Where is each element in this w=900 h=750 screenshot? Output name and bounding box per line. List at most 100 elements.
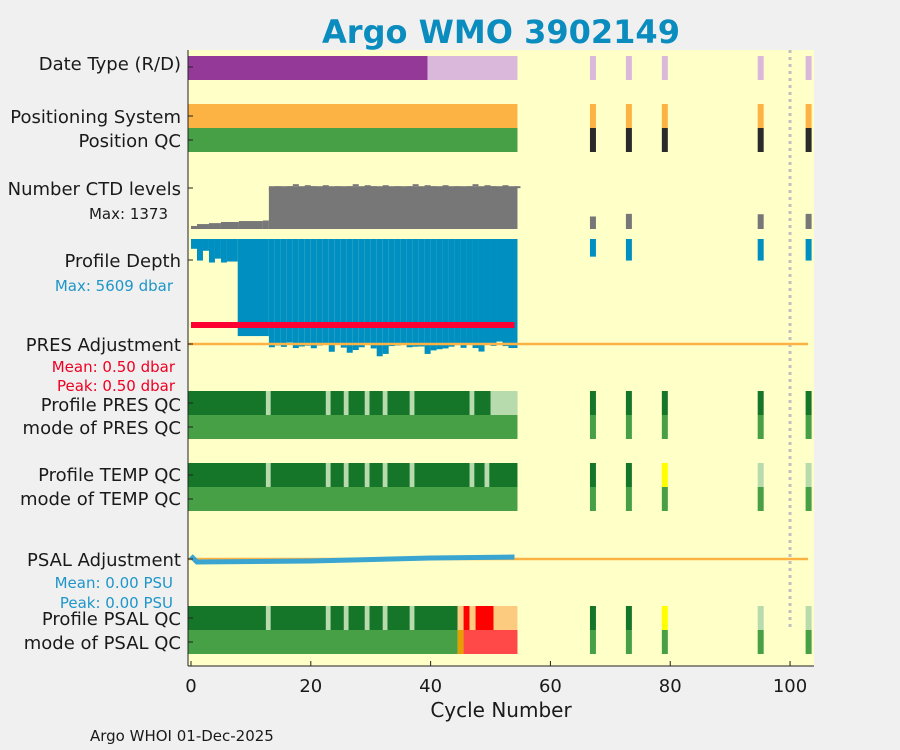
ctd-levels-cap bbox=[334, 186, 341, 189]
profile-depth-bar bbox=[340, 239, 347, 348]
row-label-mode-pres-qc: mode of PRES QC bbox=[23, 418, 181, 439]
ctd-levels-bar bbox=[262, 220, 269, 229]
profile-depth-bar bbox=[424, 239, 431, 354]
mode-pres-qc-later-band bbox=[661, 415, 668, 439]
positioning-later-band bbox=[757, 104, 764, 128]
row-label-ctd-levels: Number CTD levels bbox=[8, 179, 181, 200]
ctd-levels-cap bbox=[346, 186, 353, 189]
profile-psal-qc-light-tick bbox=[265, 606, 271, 630]
ctd-levels-cap bbox=[418, 187, 425, 190]
profile-depth-bar bbox=[466, 239, 473, 344]
profile-depth-bar bbox=[502, 239, 509, 347]
ctd-levels-later-bar bbox=[589, 216, 596, 229]
profile-pres-qc-light-tick bbox=[490, 391, 496, 415]
profile-depth-later-bar bbox=[805, 239, 812, 261]
positioning-system-bar bbox=[188, 104, 518, 128]
mode-temp-qc-bar bbox=[188, 487, 518, 511]
profile-psal-qc-tail-segment bbox=[463, 606, 470, 630]
profile-depth-bar bbox=[508, 239, 515, 349]
profile-depth-bar bbox=[190, 239, 197, 249]
mode-psal-qc-tail-segment bbox=[463, 630, 518, 654]
ctd-levels-cap bbox=[340, 187, 347, 190]
profile-depth-bar bbox=[304, 239, 311, 346]
profile-depth-bar bbox=[268, 239, 275, 348]
date-type-segment bbox=[427, 56, 518, 80]
profile-psal-qc-light-tick bbox=[364, 606, 370, 630]
ctd-levels-cap bbox=[376, 187, 383, 190]
profile-depth-bar bbox=[454, 239, 461, 346]
positioning-later-band bbox=[805, 104, 812, 128]
mode-temp-qc-later-band bbox=[661, 487, 668, 511]
mode-temp-qc-later-band bbox=[757, 487, 764, 511]
row-label-date-type: Date Type (R/D) bbox=[39, 54, 181, 75]
date-type-later-band bbox=[589, 56, 596, 80]
profile-pres-qc-later-band bbox=[805, 391, 812, 415]
row-label-positioning-system: Positioning System bbox=[10, 107, 181, 128]
profile-depth-bar bbox=[274, 239, 281, 346]
mode-pres-qc-bar bbox=[188, 415, 518, 439]
ctd-levels-cap bbox=[370, 186, 377, 189]
profile-temp-qc-later-band bbox=[589, 463, 596, 487]
date-type-later-band bbox=[625, 56, 632, 80]
ctd-levels-cap bbox=[508, 188, 515, 191]
row-label-position-qc: Position QC bbox=[78, 131, 181, 152]
profile-depth-bar bbox=[418, 239, 425, 347]
date-type-later-band bbox=[661, 56, 668, 80]
mode-psal-qc-bar bbox=[188, 630, 458, 654]
mode-psal-qc-later-band bbox=[589, 630, 596, 654]
position-qc-later-band bbox=[625, 128, 632, 152]
date-type-later-band bbox=[805, 56, 812, 80]
profile-depth-bar bbox=[298, 239, 305, 347]
profile-depth-later-bar bbox=[757, 239, 764, 261]
profile-pres-qc-later-band bbox=[625, 391, 632, 415]
ctd-levels-cap bbox=[280, 187, 287, 190]
position-qc-later-band bbox=[661, 128, 668, 152]
profile-depth-bar bbox=[310, 239, 317, 349]
x-tick-label: 100 bbox=[773, 676, 807, 697]
profile-depth-bar bbox=[214, 239, 221, 259]
ctd-levels-cap bbox=[286, 186, 293, 189]
profile-depth-bar bbox=[478, 239, 485, 352]
profile-pres-qc-later-band bbox=[589, 391, 596, 415]
profile-temp-qc-dark-bar bbox=[188, 463, 518, 487]
ctd-levels-cap bbox=[424, 185, 431, 188]
profile-temp-qc-light-tick bbox=[382, 463, 388, 487]
profile-depth-bar bbox=[226, 239, 238, 262]
positioning-later-band bbox=[661, 104, 668, 128]
mode-psal-qc-tail-segment bbox=[457, 630, 464, 654]
profile-depth-bar bbox=[316, 239, 323, 346]
profile-psal-qc-later-band bbox=[625, 606, 632, 630]
position-qc-later-band bbox=[805, 128, 812, 152]
profile-depth-bar bbox=[436, 239, 443, 350]
profile-depth-bar bbox=[460, 239, 467, 348]
profile-depth-bar bbox=[400, 239, 407, 345]
mode-pres-qc-later-band bbox=[589, 415, 596, 439]
ctd-levels-cap bbox=[502, 185, 509, 188]
mode-psal-qc-later-band bbox=[805, 630, 812, 654]
profile-depth-bar bbox=[376, 239, 383, 357]
psal-peak-annotation: Peak: 0.00 PSU bbox=[60, 594, 173, 612]
mode-temp-qc-later-band bbox=[625, 487, 632, 511]
x-tick-label: 40 bbox=[419, 676, 442, 697]
profile-psal-qc-tail-segment bbox=[493, 606, 518, 630]
row-label-mode-temp-qc: mode of TEMP QC bbox=[20, 489, 181, 510]
x-tick-label: 60 bbox=[539, 676, 562, 697]
psal-adjustment-line bbox=[189, 554, 515, 565]
profile-psal-qc-later-band bbox=[589, 606, 596, 630]
profile-temp-qc-later-band bbox=[757, 463, 764, 487]
profile-temp-qc-light-tick bbox=[364, 463, 370, 487]
depth-max-annotation: Max: 5609 dbar bbox=[55, 277, 174, 295]
ctd-levels-cap bbox=[454, 186, 461, 189]
x-axis: 0 20 40 60 80 100 bbox=[185, 661, 807, 697]
profile-psal-qc-later-band bbox=[661, 606, 668, 630]
ctd-levels-cap bbox=[472, 184, 479, 187]
ctd-levels-cap bbox=[478, 187, 485, 190]
profile-pres-qc-later-band bbox=[757, 391, 764, 415]
pres-mean-annotation: Mean: 0.50 dbar bbox=[52, 358, 176, 376]
profile-psal-qc-light-tick bbox=[343, 606, 349, 630]
position-qc-later-band bbox=[757, 128, 764, 152]
ctd-levels-later-bar bbox=[805, 213, 812, 229]
profile-pres-qc-light-tail bbox=[493, 391, 518, 415]
ctd-levels-cap bbox=[484, 185, 491, 188]
